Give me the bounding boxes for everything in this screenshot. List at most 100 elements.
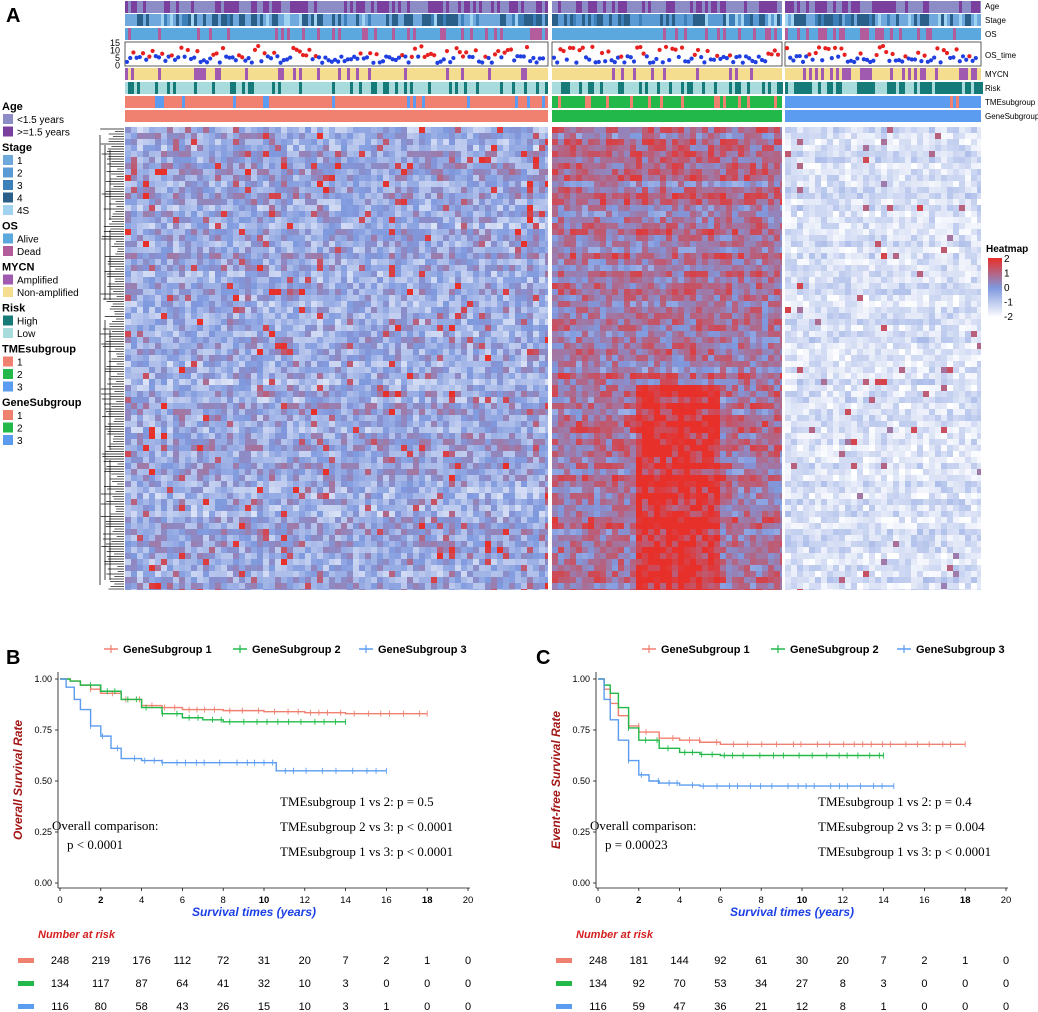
- track-cell: [860, 68, 863, 80]
- heatmap-cell: [317, 331, 323, 337]
- heatmap-cell: [269, 175, 275, 181]
- heatmap-cell: [425, 295, 431, 301]
- heatmap-cell: [305, 211, 311, 217]
- heatmap-cell: [275, 259, 281, 265]
- heatmap-cell: [443, 307, 449, 313]
- heatmap-cell: [545, 367, 548, 373]
- heatmap-cell: [275, 175, 281, 181]
- heatmap-cell: [311, 139, 317, 145]
- track-cell: [848, 68, 851, 80]
- heatmap-cell: [323, 445, 329, 451]
- track-cell: [803, 82, 806, 94]
- heatmap-cell: [143, 349, 149, 355]
- heatmap-cell: [203, 247, 209, 253]
- heatmap-cell: [311, 271, 317, 277]
- heatmap-cell: [149, 199, 155, 205]
- heatmap-cell: [173, 451, 179, 457]
- heatmap-cell: [401, 211, 407, 217]
- heatmap-cell: [419, 235, 425, 241]
- heatmap-cell: [473, 187, 479, 193]
- heatmap-cell: [161, 157, 167, 163]
- heatmap-cell: [149, 283, 155, 289]
- heatmap-cell: [497, 235, 503, 241]
- heatmap-cell: [137, 271, 143, 277]
- heatmap-cell: [185, 223, 191, 229]
- heatmap-cell: [455, 217, 461, 223]
- heatmap-cell: [491, 463, 497, 469]
- heatmap-cell: [329, 295, 335, 301]
- heatmap-cell: [503, 151, 509, 157]
- heatmap-cell: [185, 217, 191, 223]
- track-cell: [588, 96, 591, 108]
- heatmap-cell: [377, 199, 383, 205]
- heatmap-cell: [539, 193, 545, 199]
- heatmap-cell: [221, 235, 227, 241]
- heatmap-cell: [407, 325, 413, 331]
- heatmap-cell: [305, 199, 311, 205]
- heatmap-cell: [479, 259, 485, 265]
- track-cell: [836, 82, 839, 94]
- heatmap-cell: [191, 337, 197, 343]
- heatmap-cell: [287, 379, 293, 385]
- heatmap-cell: [263, 463, 269, 469]
- heatmap-cell: [191, 193, 197, 199]
- heatmap-cell: [395, 379, 401, 385]
- heatmap-cell: [305, 463, 311, 469]
- track-cell: [941, 14, 944, 26]
- heatmap-cell: [227, 367, 233, 373]
- heatmap-cell: [515, 469, 521, 475]
- heatmap-cell: [527, 151, 533, 157]
- heatmap-cell: [353, 373, 359, 379]
- heatmap-cell: [221, 301, 227, 307]
- heatmap-cell: [383, 199, 389, 205]
- heatmap-cell: [263, 193, 269, 199]
- heatmap-cell: [497, 415, 503, 421]
- os-time-tick: 0: [115, 61, 120, 71]
- heatmap-cell: [371, 295, 377, 301]
- heatmap-cell: [461, 307, 467, 313]
- track-cell: [155, 82, 158, 94]
- heatmap-cell: [125, 457, 131, 463]
- heatmap-cell: [257, 355, 263, 361]
- track-cell: [392, 14, 395, 26]
- track-cell: [446, 14, 449, 26]
- track-cell: [287, 14, 290, 26]
- heatmap-cell: [341, 433, 347, 439]
- track-cell: [762, 14, 765, 26]
- track-cell: [536, 1, 539, 13]
- heatmap-cell: [467, 187, 473, 193]
- track-cell: [785, 1, 788, 13]
- heatmap-cell: [473, 229, 479, 235]
- heatmap-cell: [443, 217, 449, 223]
- heatmap-cell: [143, 361, 149, 367]
- heatmap-cell: [431, 271, 437, 277]
- track-cell: [278, 1, 281, 13]
- heatmap-cell: [191, 157, 197, 163]
- heatmap-cell: [245, 259, 251, 265]
- track-cell: [332, 14, 335, 26]
- heatmap-cell: [467, 469, 473, 475]
- heatmap-cell: [311, 379, 317, 385]
- heatmap-cell: [539, 415, 545, 421]
- heatmap-cell: [269, 337, 275, 343]
- heatmap-cell: [503, 451, 509, 457]
- heatmap-cell: [305, 349, 311, 355]
- track-cell: [539, 28, 542, 40]
- heatmap-cell: [317, 379, 323, 385]
- heatmap-cell: [515, 151, 521, 157]
- heatmap-cell: [467, 265, 473, 271]
- heatmap-cell: [407, 193, 413, 199]
- heatmap-cell: [239, 205, 245, 211]
- track-cell: [161, 96, 164, 108]
- heatmap-cell: [437, 427, 443, 433]
- heatmap-cell: [305, 193, 311, 199]
- heatmap-cell: [215, 259, 221, 265]
- track-label-genesubgroup: GeneSubgroup: [985, 112, 1038, 121]
- heatmap-cell: [353, 433, 359, 439]
- track-cell: [524, 68, 527, 80]
- heatmap-cell: [215, 229, 221, 235]
- heatmap-cell: [521, 217, 527, 223]
- heatmap-cell: [467, 433, 473, 439]
- heatmap-cell: [479, 355, 485, 361]
- heatmap-cell: [125, 229, 131, 235]
